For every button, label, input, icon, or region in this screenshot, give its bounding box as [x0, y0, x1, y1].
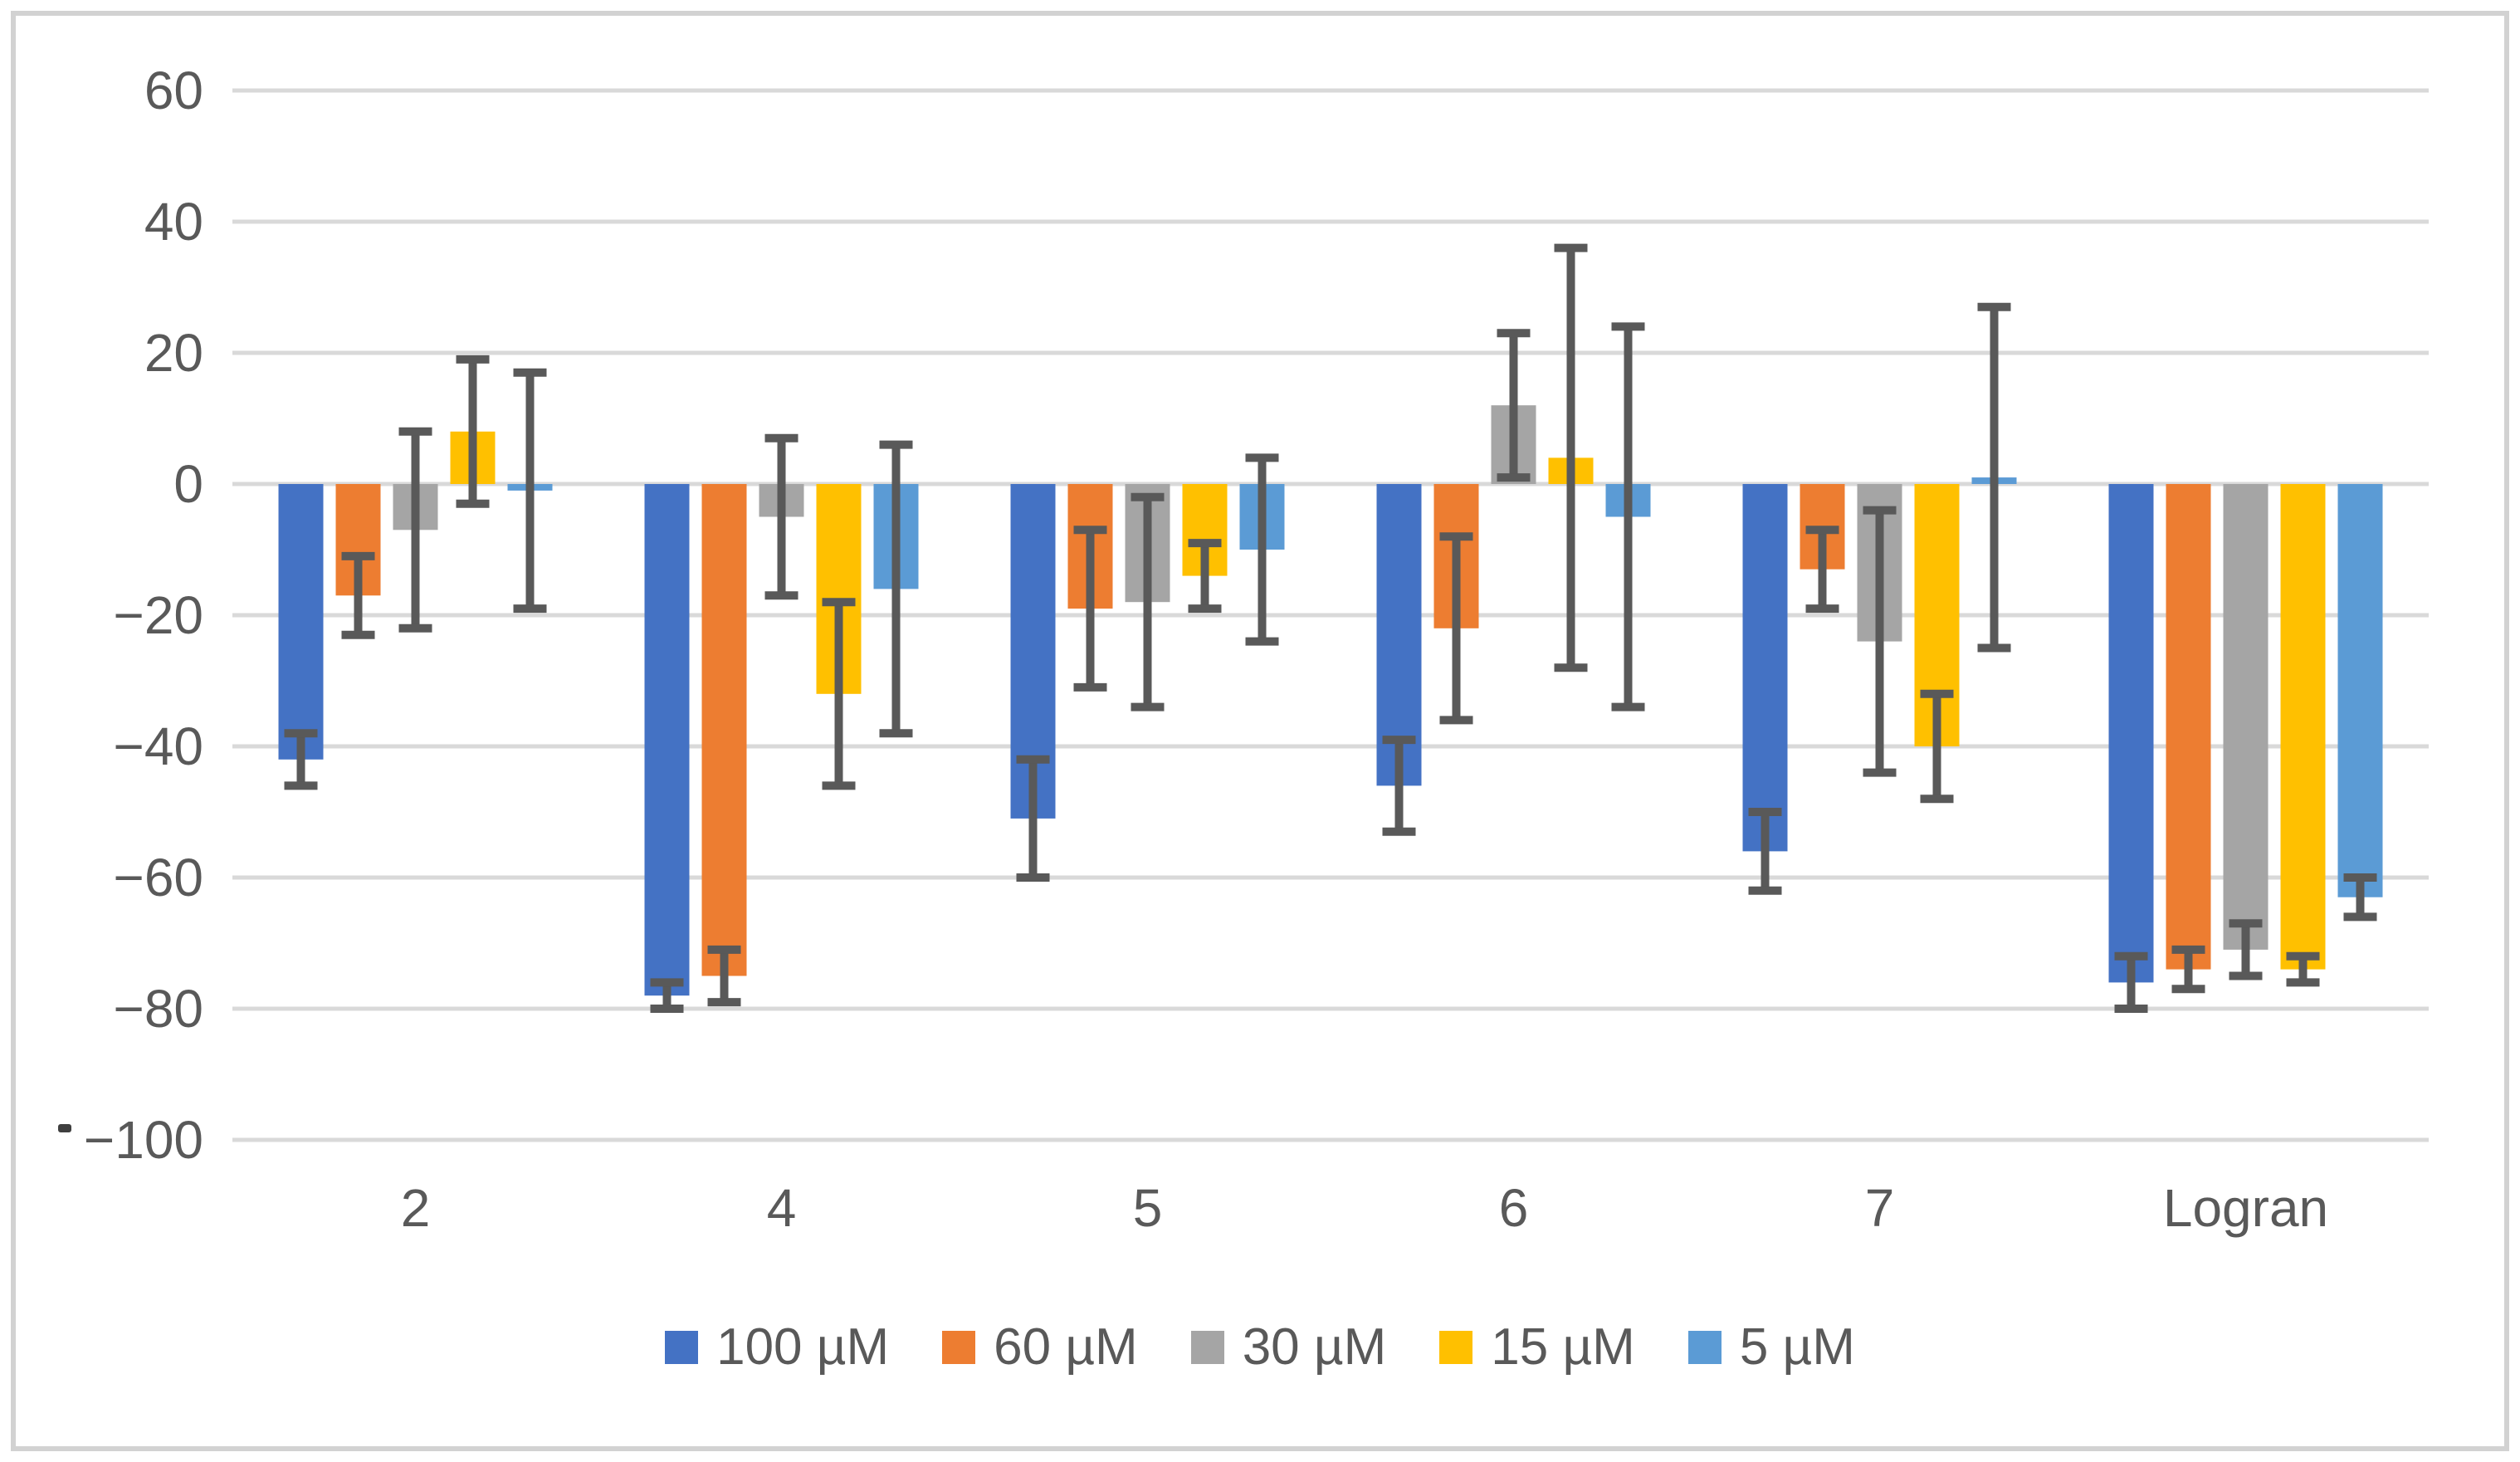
- stray-mark: [58, 1124, 71, 1132]
- legend-item: 60 µM: [942, 1322, 1138, 1373]
- ytick-label: −60: [113, 848, 203, 907]
- category-label: 7: [1865, 1178, 1895, 1238]
- legend-swatch: [942, 1331, 976, 1364]
- category-label: Logran: [2163, 1178, 2328, 1238]
- category-label: 4: [767, 1178, 797, 1238]
- bar: [1376, 484, 1422, 786]
- bar: [2166, 484, 2211, 970]
- legend-swatch: [665, 1331, 699, 1364]
- legend-item: 15 µM: [1439, 1322, 1635, 1373]
- legend-label: 30 µM: [1242, 1318, 1387, 1376]
- ytick-label: −80: [113, 979, 203, 1039]
- category-label: 6: [1499, 1178, 1529, 1238]
- bar: [2280, 484, 2326, 970]
- bar: [1742, 484, 1788, 852]
- legend-label: 5 µM: [1739, 1318, 1855, 1376]
- legend-item: 100 µM: [665, 1322, 889, 1373]
- category-label: 2: [401, 1178, 431, 1238]
- bar: [2108, 484, 2154, 983]
- ytick-label: −100: [84, 1110, 203, 1170]
- ytick-label: 0: [173, 454, 203, 514]
- legend-item: 30 µM: [1190, 1318, 1387, 1376]
- chart-legend: 100 µM 60 µM 30 µM 15 µM 5 µM: [0, 1322, 2520, 1373]
- ytick-label: 40: [144, 192, 203, 252]
- bar: [644, 484, 690, 996]
- ytick-label: −40: [113, 716, 203, 776]
- figure-border: [11, 11, 2509, 1451]
- legend-label: 100 µM: [716, 1318, 890, 1376]
- legend-swatch: [1687, 1331, 1722, 1364]
- ytick-label: 20: [144, 323, 203, 383]
- bar: [701, 484, 747, 976]
- legend-swatch: [1190, 1331, 1224, 1364]
- category-label: 5: [1133, 1178, 1163, 1238]
- bar: [2223, 484, 2268, 950]
- bar: [2337, 484, 2383, 897]
- ytick-label: −20: [113, 585, 203, 645]
- legend-label: 60 µM: [994, 1318, 1138, 1376]
- ytick-label: 60: [144, 61, 203, 120]
- bar: [278, 484, 324, 760]
- legend-swatch: [1439, 1331, 1473, 1364]
- legend-item: 5 µM: [1687, 1318, 1855, 1376]
- legend-label: 15 µM: [1491, 1318, 1635, 1376]
